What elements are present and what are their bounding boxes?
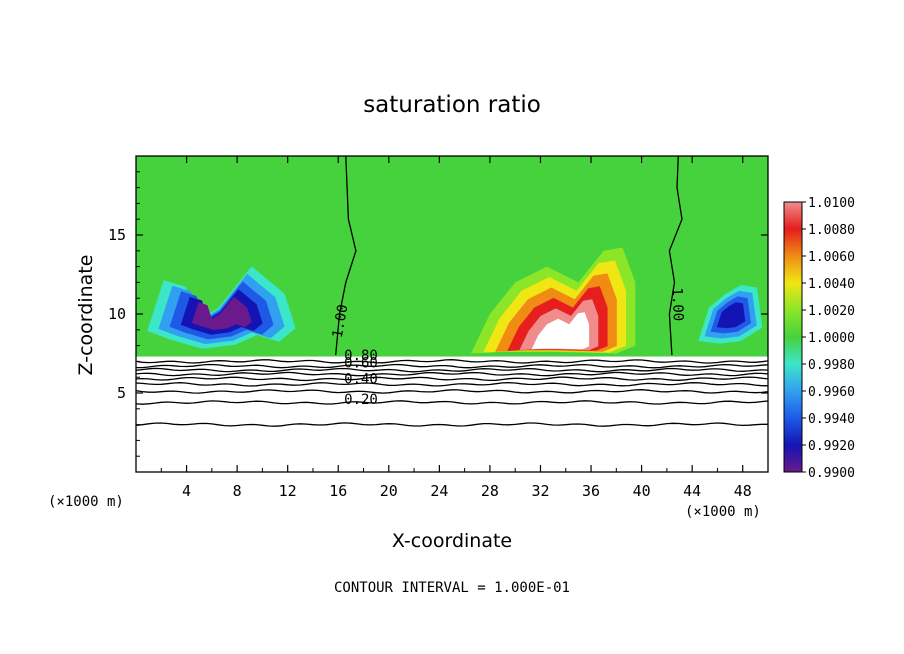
contour-label: 0.60 bbox=[344, 356, 378, 372]
colorbar-segment bbox=[784, 391, 802, 418]
x-axis-label: X-coordinate bbox=[392, 530, 512, 552]
right-dry-lobe-band bbox=[716, 302, 746, 329]
chart-title: saturation ratio bbox=[363, 92, 541, 118]
y-axis: 5 10 15 bbox=[108, 171, 768, 457]
contour-line bbox=[136, 422, 768, 427]
colorbar-label: 0.9900 bbox=[808, 466, 855, 481]
colorbar-label: 1.0100 bbox=[808, 196, 855, 211]
x-tick-label: 12 bbox=[279, 482, 297, 500]
moist-core-band bbox=[531, 312, 590, 350]
colorbar-label: 1.0000 bbox=[808, 331, 855, 346]
colorbar-segment bbox=[784, 202, 802, 229]
contour-line bbox=[136, 371, 768, 377]
x-tick-label: 48 bbox=[734, 482, 752, 500]
x-tick-label: 36 bbox=[582, 482, 600, 500]
colorbar-segment bbox=[784, 256, 802, 283]
contour-interval-note: CONTOUR INTERVAL = 1.000E-01 bbox=[334, 580, 570, 596]
x-tick-label: 4 bbox=[182, 482, 191, 500]
contour-line bbox=[136, 389, 768, 394]
x-unit-left: (×1000 m) bbox=[48, 494, 124, 510]
x-tick-label: 8 bbox=[233, 482, 242, 500]
colorbar-segment bbox=[784, 364, 802, 391]
contour-line bbox=[136, 400, 768, 405]
y-axis-label: Z-coordinate bbox=[75, 255, 97, 376]
contour-line bbox=[136, 367, 768, 373]
colorbar-segment bbox=[784, 445, 802, 472]
y-tick-label: 10 bbox=[108, 305, 126, 323]
colorbar-label: 0.9960 bbox=[808, 385, 855, 400]
colorbar-label: 1.0040 bbox=[808, 277, 855, 292]
left-dry-lobe-band bbox=[191, 296, 252, 330]
colorbar-segment bbox=[784, 337, 802, 364]
colorbar-label: 0.9940 bbox=[808, 412, 855, 427]
colorbar-label: 1.0060 bbox=[808, 250, 855, 265]
colorbar-label: 1.0080 bbox=[808, 223, 855, 238]
contour-label: 1.00 bbox=[669, 287, 686, 321]
colorbar-label: 0.9980 bbox=[808, 358, 855, 373]
contour-line bbox=[136, 376, 768, 382]
contour-label: 0.20 bbox=[344, 392, 378, 408]
contour-label: 1.00 bbox=[330, 303, 352, 339]
colorbar-label: 1.0020 bbox=[808, 304, 855, 319]
colorbar-segment bbox=[784, 283, 802, 310]
contour-line bbox=[136, 382, 768, 387]
x-axis: 4 8 12 16 20 24 28 32 36 40 44 48 bbox=[160, 156, 752, 500]
contour-line bbox=[136, 359, 768, 364]
plot-area: 1.00 1.00 0.800.600.40 0.20 bbox=[135, 155, 769, 473]
x-tick-label: 16 bbox=[329, 482, 347, 500]
colorbar-segment bbox=[784, 229, 802, 256]
contour-line-unity bbox=[668, 156, 683, 356]
contour-line-unity bbox=[335, 156, 357, 356]
colorbar: 0.9900 0.9920 0.9940 0.9960 0.9980 1.0000 1.00… bbox=[783, 196, 855, 481]
x-tick-label: 32 bbox=[531, 482, 549, 500]
contour-label: 0.40 bbox=[344, 372, 378, 388]
x-tick-label: 24 bbox=[430, 482, 448, 500]
y-tick-label: 5 bbox=[117, 384, 126, 402]
colorbar-label: 0.9920 bbox=[808, 439, 855, 454]
contour-label: 0.80 bbox=[344, 348, 378, 364]
plot-fill bbox=[136, 156, 768, 472]
y-tick-label: 15 bbox=[108, 226, 126, 244]
x-unit-right: (×1000 m) bbox=[685, 504, 761, 520]
x-tick-label: 44 bbox=[683, 482, 701, 500]
contour-line bbox=[136, 363, 768, 369]
colorbar-segment bbox=[784, 418, 802, 445]
x-tick-label: 20 bbox=[380, 482, 398, 500]
x-tick-label: 40 bbox=[633, 482, 651, 500]
colorbar-segment bbox=[784, 310, 802, 337]
x-tick-label: 28 bbox=[481, 482, 499, 500]
subcloud-region bbox=[136, 356, 768, 472]
